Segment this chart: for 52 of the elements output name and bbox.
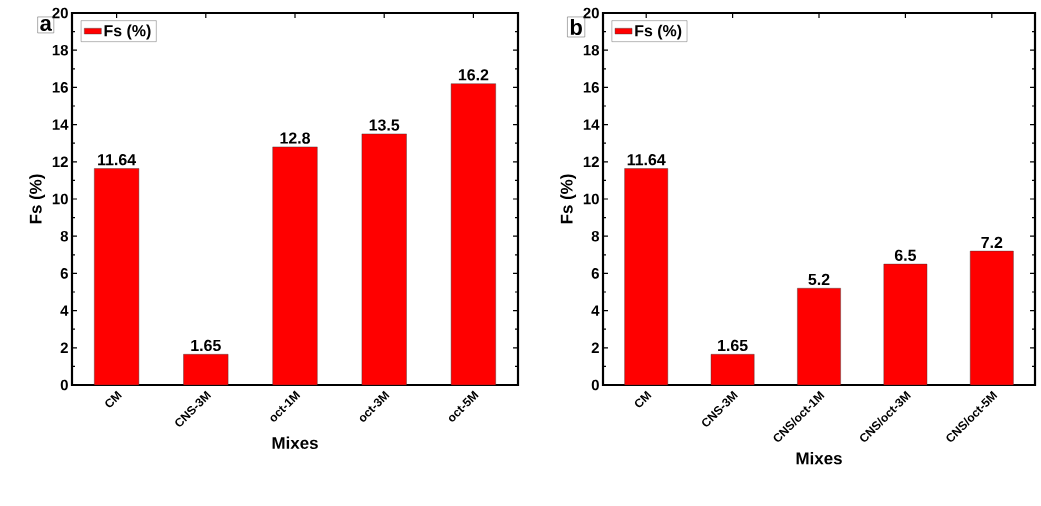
text: a <box>40 18 52 31</box>
data-label: 16.2 <box>458 69 489 81</box>
y-tick-label: 2 <box>591 342 599 354</box>
y-axis-title: Fs (%) <box>560 174 577 224</box>
y-tick-label: 6 <box>60 268 68 279</box>
legend-label: Fs (%) <box>635 24 682 40</box>
legend-label: Fs (%) <box>104 24 151 40</box>
y-tick-label: 14 <box>583 119 600 130</box>
x-axis-title: Mixes <box>796 451 842 465</box>
data-label: 12.8 <box>280 132 311 144</box>
y-tick-label: 0 <box>60 379 68 391</box>
bar <box>450 83 496 386</box>
y-tick-label: 4 <box>591 305 600 316</box>
data-label: 13.5 <box>369 119 400 131</box>
text: b <box>570 18 582 36</box>
y-tick-label: 18 <box>52 44 69 56</box>
y-tick-label: 2 <box>60 342 68 354</box>
y-tick-label: 20 <box>583 7 599 19</box>
y-axis-title: Fs (%) <box>29 174 46 224</box>
y-tick-label: 20 <box>52 7 68 19</box>
bar <box>272 146 318 386</box>
y-tick-label: 12 <box>52 156 68 168</box>
y-tick-label: 12 <box>583 156 599 168</box>
data-label: 11.64 <box>98 154 137 166</box>
bar <box>361 133 407 386</box>
y-tick-label: 0 <box>591 379 599 391</box>
bar <box>797 288 841 386</box>
bar <box>710 354 755 386</box>
y-tick-label: 4 <box>60 305 69 316</box>
bar <box>94 168 140 386</box>
data-label: 1.65 <box>718 339 748 352</box>
y-tick-label: 10 <box>52 193 68 205</box>
y-tick-label: 16 <box>52 82 68 93</box>
data-label: 5.2 <box>808 273 830 286</box>
x-tick-label: CM <box>105 390 122 408</box>
y-tick-label: 18 <box>583 44 600 56</box>
y-tick-label: 14 <box>52 119 69 130</box>
x-axis-title: Mixes <box>272 436 318 450</box>
data-label: 7.2 <box>981 236 1003 248</box>
data-label: 1.65 <box>191 339 221 352</box>
bar <box>624 168 669 386</box>
bar <box>183 354 229 386</box>
y-tick-label: 16 <box>583 82 599 93</box>
bar <box>970 250 1014 386</box>
y-tick-label: 10 <box>583 193 599 205</box>
data-label: 11.64 <box>627 154 666 166</box>
bar <box>883 263 928 386</box>
data-label: 6.5 <box>894 249 917 261</box>
y-tick-label: 6 <box>591 268 599 279</box>
y-tick-label: 8 <box>60 230 69 242</box>
y-tick-label: 8 <box>591 230 600 242</box>
x-tick-label: CM <box>634 390 652 408</box>
